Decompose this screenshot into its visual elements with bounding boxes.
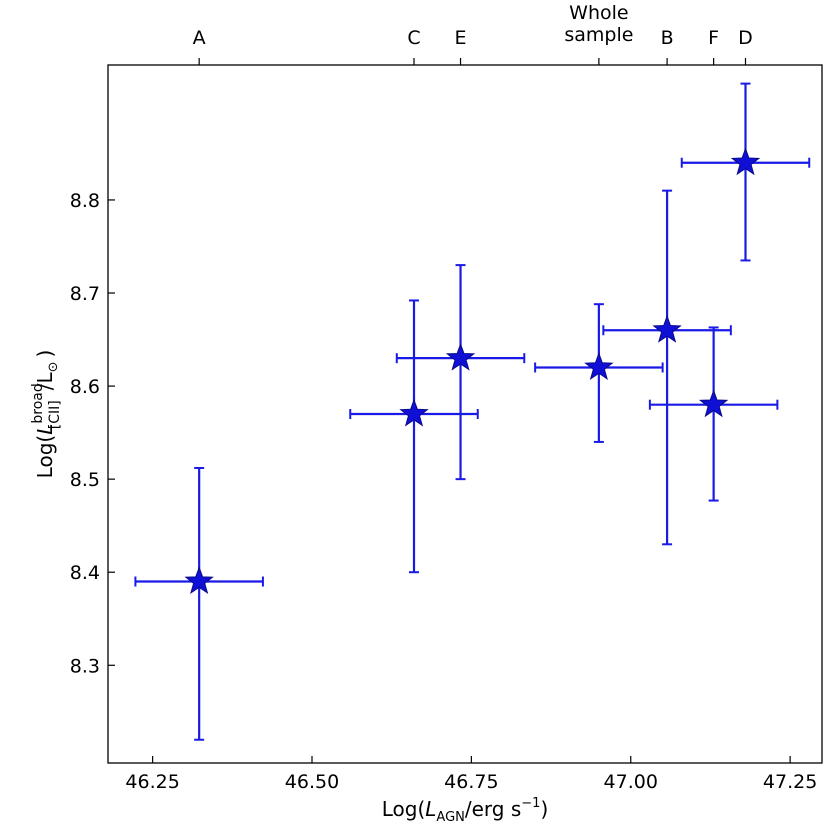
y-axis-label-symbol: L xyxy=(33,424,57,435)
y-axis-label-pre: Log( xyxy=(33,435,57,479)
y-tick-label-4: 8.7 xyxy=(70,283,100,305)
x-axis-label: Log(LAGN/erg s−1) xyxy=(382,796,549,825)
x-tick-label-0: 46.25 xyxy=(125,771,179,793)
x-axis-label-pre: Log( xyxy=(382,797,426,821)
data-point-star-b xyxy=(652,314,682,343)
data-point-star-a xyxy=(184,566,214,595)
y-axis-label-unit: /L xyxy=(33,372,57,391)
top-label-f: F xyxy=(708,27,719,49)
top-label-c: C xyxy=(407,27,420,49)
x-axis-label-symbol: L xyxy=(425,797,436,821)
x-axis-label-exponent: −1 xyxy=(521,796,540,811)
y-axis-label-sun-symbol: ⊙ xyxy=(46,361,61,372)
data-point-star-e xyxy=(445,342,476,371)
top-label-d: D xyxy=(738,27,753,49)
y-tick-label-1: 8.4 xyxy=(70,562,100,584)
y-tick-label-3: 8.6 xyxy=(70,376,100,398)
top-label-b: B xyxy=(661,27,674,49)
x-tick-label-3: 47.00 xyxy=(604,771,658,793)
x-tick-label-1: 46.50 xyxy=(285,771,339,793)
y-tick-label-5: 8.8 xyxy=(70,190,100,212)
x-axis-label-unit: /erg s xyxy=(465,797,521,821)
data-point-star-d xyxy=(730,147,761,176)
top-label-line: Whole xyxy=(569,2,628,24)
y-tick-label-2: 8.5 xyxy=(70,469,100,491)
top-label-a: A xyxy=(193,27,206,49)
svg-text:Log(Lbroad[CII]/L⊙): Log(Lbroad[CII] /L⊙) xyxy=(30,350,63,479)
data-point-star-c xyxy=(399,398,429,427)
top-label-line: sample xyxy=(564,24,633,46)
y-axis-label: Log(Lbroad[CII] /L⊙) xyxy=(30,350,63,479)
top-label-e: E xyxy=(455,27,467,49)
x-axis-label-close: ) xyxy=(540,797,548,821)
plot-frame xyxy=(107,64,823,764)
data-point-star-f xyxy=(698,389,729,418)
x-tick-label-4: 47.25 xyxy=(763,771,817,793)
x-axis-label-subscript: AGN xyxy=(436,810,464,825)
y-axis-label-close: ) xyxy=(33,350,57,358)
y-axis-label-superscript: broad xyxy=(30,383,46,423)
x-tick-label-2: 46.75 xyxy=(444,771,498,793)
y-axis-label-subscript: [CII] xyxy=(47,400,63,429)
data-point-star-whole-sample xyxy=(584,352,614,380)
top-label-whole-sample: Whole sample xyxy=(564,2,633,46)
y-tick-label-0: 8.3 xyxy=(70,655,100,677)
